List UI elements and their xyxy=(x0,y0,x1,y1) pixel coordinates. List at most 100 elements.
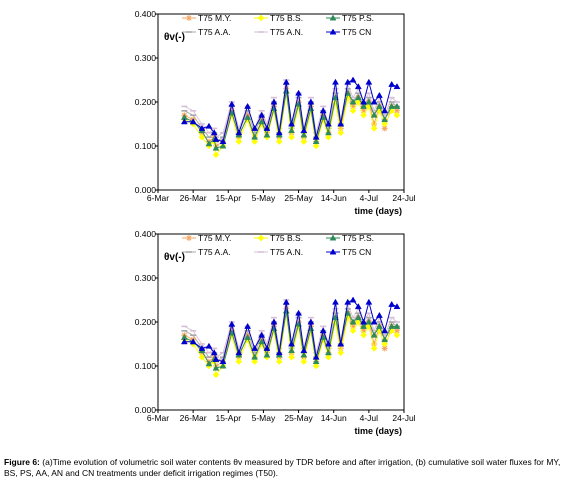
data-point-bs xyxy=(325,133,332,141)
x-tick-label: 24-Jul xyxy=(392,193,415,203)
data-point-cn xyxy=(388,300,396,307)
data-point-cn xyxy=(332,298,339,305)
data-point-an xyxy=(263,123,270,125)
data-point-an xyxy=(235,127,242,130)
data-point-an xyxy=(393,101,400,103)
legend-label: T75 A.N. xyxy=(270,27,303,37)
chart-a-svg: 0.000 0.100 0.200 0.300 0.400 6-Mar 26-Mar 15-A… xyxy=(135,9,416,216)
data-point-ps xyxy=(219,142,227,149)
data-point-bs xyxy=(212,151,220,159)
data-point-an xyxy=(381,334,388,336)
x-tick-label: 5-May xyxy=(252,193,276,203)
data-point-bs xyxy=(275,358,283,365)
data-point-an xyxy=(313,352,320,354)
legend-label: T75 B.S. xyxy=(270,233,303,243)
data-point-an xyxy=(181,105,188,108)
data-point-ps xyxy=(205,140,213,147)
data-point-bs xyxy=(381,340,389,348)
legend-marker xyxy=(329,234,337,241)
data-point-cn xyxy=(270,318,278,325)
caption-label: Figure 6: xyxy=(4,457,40,467)
legend-entry-cn: T75 CN xyxy=(326,27,371,37)
data-point-ps xyxy=(263,351,271,358)
data-point-cn xyxy=(319,327,327,334)
data-point-cn xyxy=(180,338,188,345)
legend-label: T75 A.A. xyxy=(198,27,231,37)
data-point-an xyxy=(307,316,314,319)
data-point-ps xyxy=(381,116,389,123)
data-point-bs xyxy=(349,107,357,115)
data-point-cn xyxy=(344,298,352,305)
data-point-aa xyxy=(332,312,339,314)
legend-entry-an: T75 A.N. xyxy=(254,247,303,257)
data-point-aa xyxy=(295,96,302,99)
data-point-aa xyxy=(365,316,372,319)
data-point-aa xyxy=(190,114,197,116)
legend-marker xyxy=(186,31,192,33)
data-point-cn xyxy=(258,331,266,338)
data-point-an xyxy=(276,347,283,350)
data-point-an xyxy=(190,110,197,112)
data-point-ps xyxy=(325,129,332,136)
data-point-ps xyxy=(349,98,357,105)
data-point-cn xyxy=(275,349,283,356)
data-point-an xyxy=(205,352,212,354)
data-point-aa xyxy=(251,132,258,134)
data-point-ps xyxy=(360,322,368,329)
data-point-cn xyxy=(337,120,345,127)
data-point-ps xyxy=(251,353,259,360)
legend-marker xyxy=(186,15,192,21)
data-point-an xyxy=(332,88,339,90)
data-point-ps xyxy=(312,138,320,145)
data-point-cn xyxy=(228,100,236,107)
x-tick-label: 4-Jul xyxy=(360,413,379,423)
data-point-ps xyxy=(370,331,378,338)
data-point-ps xyxy=(258,118,266,125)
data-point-cn xyxy=(235,129,243,136)
data-point-an xyxy=(205,132,212,134)
data-point-bs xyxy=(275,138,283,145)
data-point-cn xyxy=(349,296,357,303)
data-point-cn xyxy=(312,133,320,140)
legend-entry-my: T75 M.Y. xyxy=(182,233,231,243)
data-point-ps xyxy=(244,333,252,340)
data-point-an xyxy=(211,347,218,350)
chart-panel-b: 0.000 0.100 0.200 0.300 0.400 6-Mar 26-Mar 15-A… xyxy=(0,220,578,442)
data-point-cn xyxy=(263,124,271,131)
data-point-my xyxy=(350,103,357,110)
legend-entry-ps: T75 P.S. xyxy=(326,233,374,243)
data-point-cn xyxy=(381,107,389,114)
data-point-ps xyxy=(354,94,362,101)
data-point-an xyxy=(270,316,277,319)
data-point-cn xyxy=(244,322,252,329)
data-point-cn xyxy=(212,355,220,362)
data-point-ps xyxy=(212,364,220,371)
legend-label: T75 M.Y. xyxy=(198,13,231,23)
data-point-cn xyxy=(360,318,368,325)
data-point-cn xyxy=(332,78,339,85)
legend-label: T75 M.Y. xyxy=(198,233,231,243)
data-point-ps xyxy=(312,358,320,365)
legend-entry-aa: T75 A.A. xyxy=(182,27,231,37)
data-point-ps xyxy=(288,127,295,134)
data-point-bs xyxy=(370,125,378,132)
figure-caption: Figure 6: (a)Time evolution of volumetri… xyxy=(4,457,574,479)
data-point-cn xyxy=(270,98,278,105)
data-point-cn xyxy=(235,349,243,356)
y-tick-label: 0.300 xyxy=(135,53,157,63)
data-point-cn xyxy=(393,83,401,90)
data-point-cn xyxy=(325,120,332,127)
data-point-cn xyxy=(198,344,206,351)
data-point-cn xyxy=(282,298,290,305)
y-tick-label: 0.200 xyxy=(135,97,157,107)
data-point-cn xyxy=(263,344,271,351)
x-tick-label: 6-Mar xyxy=(147,193,169,203)
data-point-aa xyxy=(205,136,212,138)
data-point-aa xyxy=(220,136,227,138)
legend-marker xyxy=(329,14,337,21)
data-point-cn xyxy=(365,78,373,85)
data-point-ps xyxy=(300,351,308,358)
data-point-aa xyxy=(181,110,188,112)
data-point-bs xyxy=(198,133,206,141)
data-point-bs xyxy=(393,331,401,339)
